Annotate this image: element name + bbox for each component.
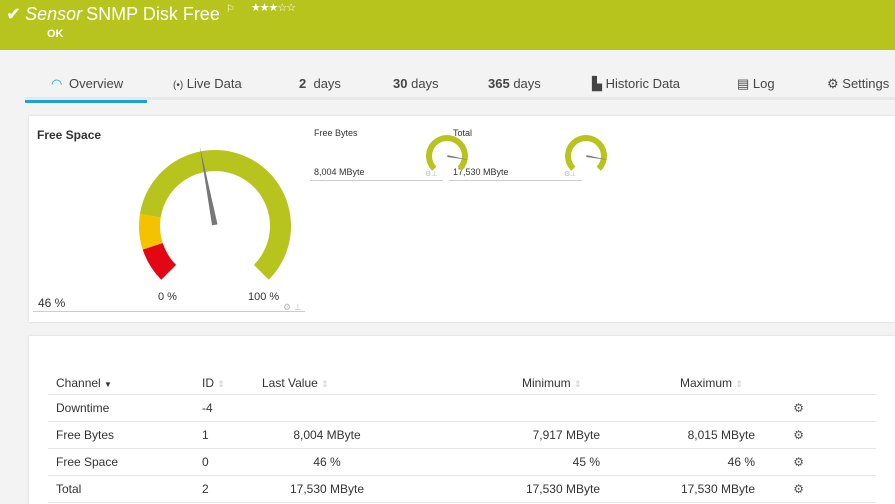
chart-icon: ▙: [592, 76, 602, 91]
tab-overview[interactable]: ◠ Overview: [25, 76, 147, 103]
gauge-needle: [199, 145, 218, 226]
cell-actions: ⚙: [755, 421, 876, 449]
priority-stars[interactable]: ★★★☆☆: [250, 2, 296, 14]
small-gauges: [426, 135, 609, 171]
cell-minimum: 7,917 MByte: [392, 421, 600, 449]
cell-maximum: 8,015 MByte: [600, 421, 755, 449]
cell-last-value: 46 %: [262, 448, 392, 476]
gauge-zone: [139, 214, 163, 250]
gauges-panel: Free Space 46 % 0 % 100 % ⚙ ⊥ Free Bytes …: [29, 116, 895, 322]
cell-maximum: 46 %: [600, 448, 755, 476]
gear-icon[interactable]: ⚙⊥: [425, 171, 438, 178]
tab-log[interactable]: ▤ Log: [737, 76, 775, 91]
col-channel[interactable]: Channel ▼: [48, 372, 202, 395]
check-icon: ✔: [6, 4, 22, 24]
gauge-zone: [142, 242, 177, 280]
status-text: OK: [47, 28, 64, 40]
cell-id: 1: [202, 421, 262, 449]
cell-last-value: 8,004 MByte: [262, 421, 392, 449]
gear-icon[interactable]: ⚙⊥: [564, 171, 577, 178]
main-gauge: [139, 145, 291, 280]
cell-last-value: 17,530 MByte: [262, 475, 392, 503]
cell-id: 0: [202, 448, 262, 476]
cell-last-value: [262, 394, 392, 422]
cell-id: 2: [202, 475, 262, 503]
gauge-icon: ◠: [51, 76, 63, 91]
gauge-min-label: 0 %: [158, 291, 177, 303]
cell-actions: ⚙: [755, 394, 876, 422]
free-bytes-value: 8,004 MByte: [314, 167, 365, 177]
free_bytes-gauge-needle: [447, 155, 470, 160]
channel-settings-icon[interactable]: ⚙: [793, 481, 804, 496]
sort-icon: ⇕: [574, 378, 582, 389]
pin-icon[interactable]: ⊥: [294, 302, 302, 312]
table-row[interactable]: Total 2 17,530 MByte 17,530 MByte 17,530 MBy…: [48, 475, 876, 503]
free-bytes-title: Free Bytes: [314, 128, 358, 138]
cell-minimum: 45 %: [392, 448, 600, 476]
sensor-title: ✔ Sensor SNMP Disk Free ⚐ ★★★☆☆: [6, 2, 296, 24]
channels-table: Channel ▼ ID ⇕ Last Value ⇕ Minimum ⇕ Ma…: [48, 372, 876, 503]
tab-2-days[interactable]: 2 days: [299, 76, 341, 91]
log-icon: ▤: [737, 76, 750, 91]
tab-live-data[interactable]: (•) Live Data: [173, 76, 242, 91]
sort-icon: ⇕: [735, 378, 743, 389]
gauge-zone: [139, 150, 291, 280]
total-value: 17,530 MByte: [453, 167, 509, 177]
table-header: Channel ▼ ID ⇕ Last Value ⇕ Minimum ⇕ Ma…: [48, 372, 876, 395]
main-gauge-value: 46 %: [38, 296, 66, 310]
sensor-header: ✔ Sensor SNMP Disk Free ⚐ ★★★☆☆ OK: [0, 0, 895, 50]
sort-desc-icon: ▼: [104, 379, 112, 389]
table-row[interactable]: Free Bytes 1 8,004 MByte 7,917 MByte 8,015 M…: [48, 421, 876, 449]
col-id[interactable]: ID ⇕: [202, 372, 262, 395]
cell-minimum: 17,530 MByte: [392, 475, 600, 503]
tab-historic-data[interactable]: ▙ Historic Data: [592, 76, 681, 91]
cell-channel: Free Space: [48, 448, 202, 476]
total-title: Total: [453, 128, 473, 138]
channel-settings-icon[interactable]: ⚙: [793, 400, 804, 415]
table-row[interactable]: Downtime -4 ⚙: [48, 394, 876, 422]
sort-icon: ⇕: [321, 378, 329, 389]
tab-bar: ◠ Overview (•) Live Data 2 days 30 days 3…: [25, 70, 895, 103]
col-minimum[interactable]: Minimum ⇕: [392, 372, 600, 395]
broadcast-icon: (•): [173, 80, 184, 91]
channel-settings-icon[interactable]: ⚙: [793, 454, 804, 469]
tab-30-days[interactable]: 30 days: [393, 76, 439, 91]
cell-minimum: [392, 394, 600, 422]
cell-maximum: [600, 394, 755, 422]
cell-actions: ⚙: [755, 448, 876, 476]
main-gauge-title: Free Space: [37, 128, 102, 142]
gear-icon[interactable]: ⚙: [283, 302, 292, 312]
total-gauge-arc: [565, 135, 607, 171]
tab-settings[interactable]: ⚙ Settings: [827, 76, 890, 91]
total-gauge-needle: [586, 155, 609, 160]
cell-maximum: 17,530 MByte: [600, 475, 755, 503]
cell-channel: Downtime: [48, 394, 202, 422]
cell-actions: ⚙: [755, 475, 876, 503]
cell-channel: Free Bytes: [48, 421, 202, 449]
cell-id: -4: [202, 394, 262, 422]
gauge-max-label: 100 %: [248, 291, 280, 303]
table-row[interactable]: Free Space 0 46 % 45 % 46 % ⚙: [48, 448, 876, 476]
col-maximum[interactable]: Maximum ⇕: [600, 372, 755, 395]
flag-icon[interactable]: ⚐: [225, 4, 235, 15]
gear-icon: ⚙: [827, 76, 839, 91]
cell-channel: Total: [48, 475, 202, 503]
tab-365-days[interactable]: 365 days: [488, 76, 541, 91]
sort-icon: ⇕: [217, 378, 225, 389]
channel-settings-icon[interactable]: ⚙: [793, 427, 804, 442]
free_bytes-gauge-arc: [426, 135, 468, 171]
col-last-value[interactable]: Last Value ⇕: [262, 372, 392, 395]
